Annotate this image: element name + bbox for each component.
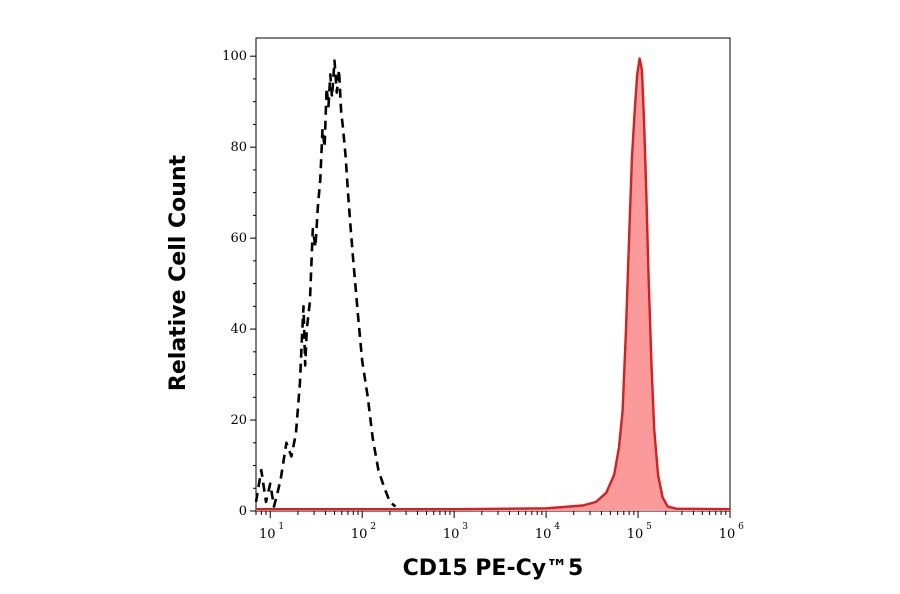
x-tick-label: 10 bbox=[443, 527, 460, 542]
x-tick-exponent: 4 bbox=[554, 522, 560, 532]
series-1-line bbox=[256, 57, 731, 511]
x-tick-exponent: 3 bbox=[462, 522, 468, 532]
y-axis-title: Relative Cell Count bbox=[166, 154, 191, 391]
x-tick-label: 10 bbox=[535, 527, 552, 542]
y-axis-ticks: 0 20 40 60 80 100 bbox=[222, 49, 256, 519]
x-tick-exponent: 2 bbox=[370, 522, 376, 532]
y-tick-label: 20 bbox=[230, 413, 247, 428]
series-1-area bbox=[256, 58, 730, 511]
x-tick-exponent: 6 bbox=[738, 522, 744, 532]
y-tick-label: 80 bbox=[230, 140, 247, 155]
histogram-curves bbox=[254, 57, 731, 511]
y-tick-label: 40 bbox=[230, 322, 247, 337]
x-axis-title: CD15 PE-Cy™5 bbox=[403, 556, 584, 581]
y-tick-label: 100 bbox=[222, 49, 247, 64]
y-tick-label: 60 bbox=[230, 231, 247, 246]
x-tick-label: 10 bbox=[351, 527, 368, 542]
y-tick-label: 0 bbox=[239, 504, 247, 519]
x-tick-exponent: 5 bbox=[646, 522, 652, 532]
x-tick-label: 10 bbox=[259, 527, 276, 542]
x-tick-label: 10 bbox=[627, 527, 644, 542]
x-tick-label: 10 bbox=[719, 527, 736, 542]
x-tick-exponent: 1 bbox=[278, 522, 284, 532]
series-0-line bbox=[254, 59, 397, 508]
x-axis-ticks: 10 1 10 2 10 3 10 4 10 5 10 6 bbox=[255, 511, 744, 542]
